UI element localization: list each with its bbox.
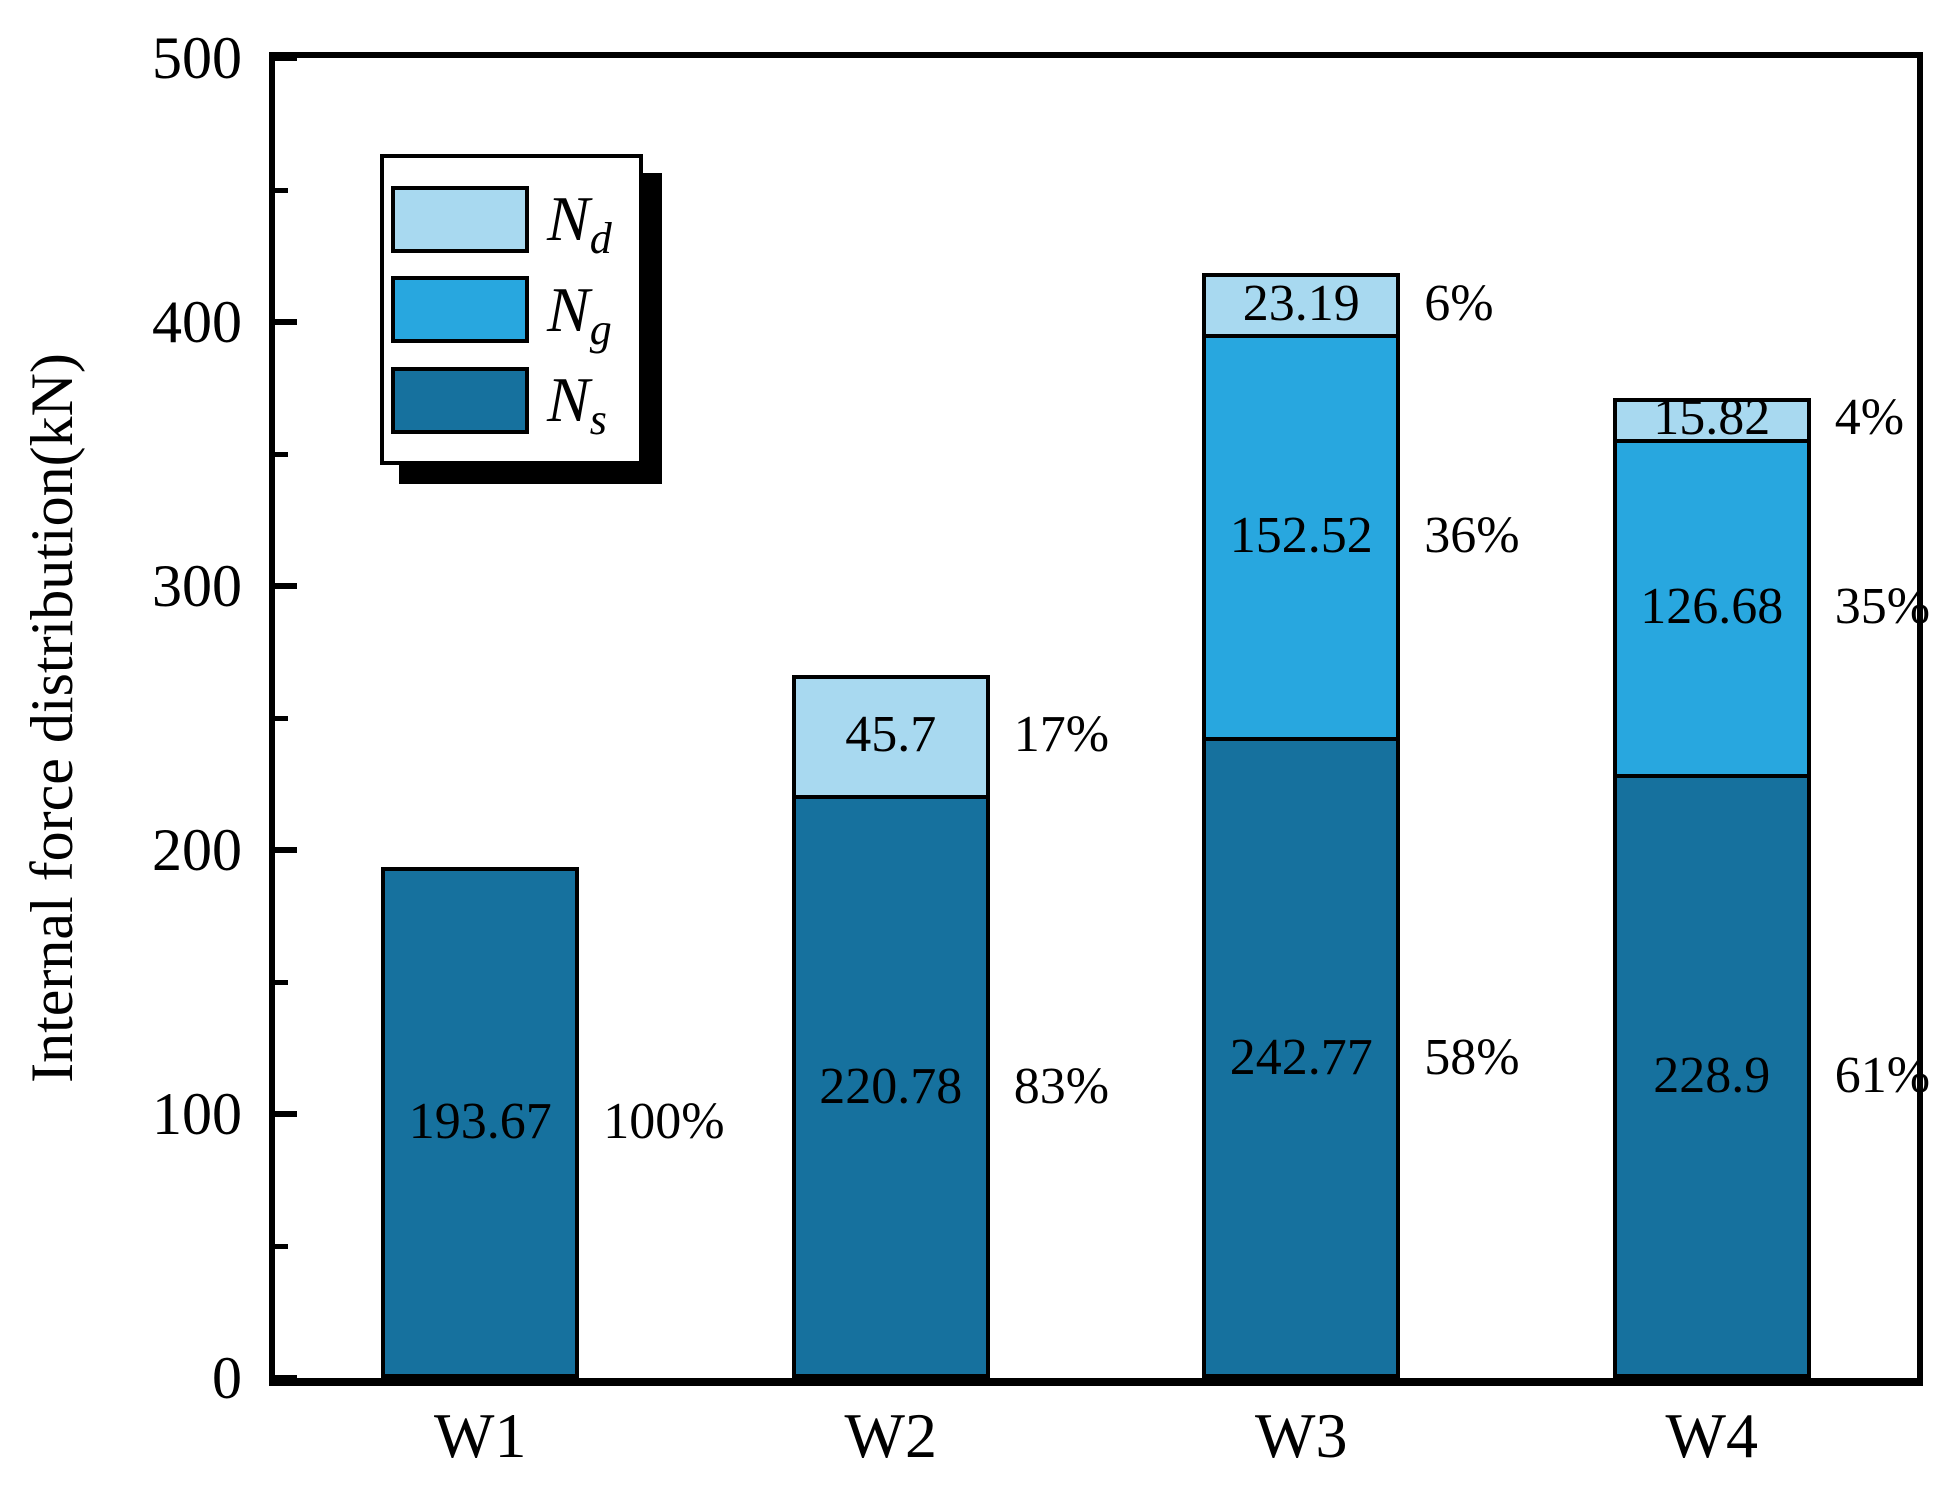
percent-label: 100% — [603, 1093, 725, 1151]
y-major-tick — [275, 319, 297, 325]
percent-label: 58% — [1424, 1028, 1520, 1086]
legend-item-Nd: Nd — [391, 183, 639, 264]
legend-label-Nd: Nd — [547, 183, 612, 264]
y-major-tick — [275, 55, 297, 61]
x-category-label: W3 — [1255, 1400, 1348, 1471]
value-label: 126.68 — [1640, 577, 1784, 635]
percent-label: 61% — [1834, 1046, 1931, 1104]
y-minor-tick — [275, 715, 288, 721]
value-label: 152.52 — [1229, 506, 1373, 564]
value-label: 193.67 — [408, 1093, 552, 1151]
bar-segment-Ns — [1202, 737, 1401, 1378]
y-major-tick — [275, 583, 297, 589]
bar-segment-Ns — [381, 866, 580, 1378]
bar-segment-Nd — [1612, 397, 1811, 444]
y-tick-label: 200 — [152, 817, 242, 883]
bar-segment-Ns — [791, 795, 990, 1378]
y-tick-label: 0 — [212, 1345, 242, 1411]
x-category-label: W1 — [434, 1400, 527, 1471]
y-minor-tick — [275, 451, 288, 457]
y-minor-tick — [275, 1243, 288, 1249]
legend-label-Ns: Ns — [547, 364, 607, 445]
bar-segment-Ng — [1202, 334, 1401, 742]
value-label: 23.19 — [1242, 274, 1360, 332]
y-tick-label: 500 — [152, 25, 242, 91]
y-minor-tick — [275, 187, 288, 193]
value-label: 220.78 — [819, 1057, 963, 1115]
legend-label-Ng: Ng — [547, 273, 612, 354]
x-category-label: W4 — [1665, 1400, 1758, 1471]
plot-area: Nd Ng Ns 193.67 100% 220.78 83% 242.77 58% 228.9… — [269, 52, 1930, 1386]
bar-segment-Nd — [1202, 273, 1401, 339]
bar-segment-Ns — [1612, 773, 1811, 1378]
value-label: 15.82 — [1653, 389, 1771, 447]
y-major-tick — [275, 1375, 297, 1381]
y-major-tick — [275, 1111, 297, 1117]
x-category-label: W2 — [844, 1400, 937, 1471]
percent-label: 6% — [1424, 274, 1494, 332]
percent-label: 4% — [1834, 389, 1905, 447]
y-axis-title: Internal force distribution(kN) — [19, 353, 85, 1083]
legend-item-Ns: Ns — [391, 364, 639, 445]
legend-swatch-Nd — [391, 185, 529, 253]
percent-label: 35% — [1834, 577, 1931, 635]
y-major-tick — [275, 847, 297, 853]
value-label: 45.7 — [845, 705, 937, 763]
percent-label: 36% — [1424, 506, 1520, 564]
legend-item-Ng: Ng — [391, 273, 639, 354]
bar-segment-Nd — [791, 674, 990, 800]
legend-swatch-Ng — [391, 276, 529, 343]
y-minor-tick — [275, 979, 288, 985]
percent-label: 17% — [1013, 705, 1110, 763]
legend: Nd Ng Ns — [380, 154, 643, 465]
y-tick-label: 300 — [152, 553, 242, 619]
percent-label: 83% — [1013, 1057, 1110, 1115]
value-label: 242.77 — [1229, 1028, 1373, 1086]
y-tick-label: 400 — [152, 289, 242, 355]
y-tick-label: 100 — [152, 1081, 242, 1147]
legend-swatch-Ns — [391, 366, 529, 434]
value-label: 228.9 — [1653, 1046, 1771, 1104]
